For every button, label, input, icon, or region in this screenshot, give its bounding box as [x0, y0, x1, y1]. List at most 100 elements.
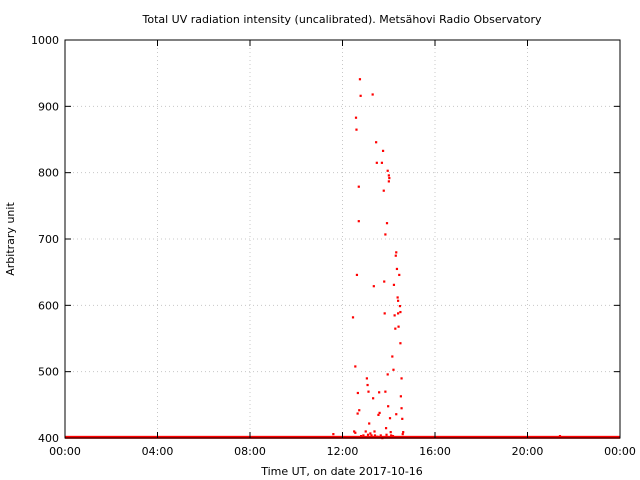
- data-point: [397, 325, 400, 328]
- data-point: [394, 327, 397, 330]
- data-point: [386, 373, 389, 376]
- data-point: [390, 434, 393, 437]
- x-axis-label: Time UT, on date 2017-10-16: [260, 465, 423, 478]
- data-point: [384, 390, 387, 393]
- data-point: [351, 316, 355, 319]
- data-point: [356, 391, 359, 395]
- data-point: [378, 391, 381, 394]
- data-point: [355, 128, 358, 131]
- plot-frame: [64, 39, 621, 439]
- data-point: [398, 273, 401, 277]
- data-point: [376, 435, 379, 438]
- data-point: [386, 169, 389, 172]
- data-point: [388, 176, 391, 180]
- data-point: [353, 430, 356, 433]
- x-tick-label: 00:00: [604, 445, 636, 458]
- data-point: [388, 417, 392, 420]
- data-point: [354, 431, 357, 434]
- data-point: [383, 312, 386, 315]
- data-point: [398, 304, 402, 308]
- data-point: [332, 433, 335, 436]
- x-tick-label: 16:00: [419, 445, 451, 458]
- data-point: [396, 296, 399, 299]
- data-point: [385, 433, 388, 436]
- data-point: [382, 189, 385, 192]
- data-point: [354, 365, 357, 368]
- data-point: [395, 413, 398, 416]
- y-tick-label: 600: [38, 299, 59, 312]
- y-tick-label: 800: [38, 167, 59, 180]
- data-point: [401, 417, 404, 420]
- chart-title: Total UV radiation intensity (uncalibrat…: [142, 13, 542, 26]
- data-point: [372, 285, 375, 288]
- data-point: [400, 377, 403, 380]
- data-point: [399, 395, 402, 398]
- data-point: [372, 397, 375, 400]
- x-tick-label: 12:00: [327, 445, 359, 458]
- data-point: [558, 435, 562, 438]
- data-point: [369, 432, 372, 435]
- data-points: [332, 78, 562, 440]
- data-point: [360, 435, 363, 438]
- data-point: [384, 233, 387, 236]
- data-point: [367, 390, 370, 393]
- y-tick-label: 1000: [31, 34, 59, 47]
- data-point: [355, 273, 359, 277]
- data-point: [400, 407, 403, 410]
- data-point: [401, 433, 404, 436]
- data-point: [385, 222, 389, 225]
- axis-ticks: 00:00 04:00 08:00 12:00 16:00 20:00 00:0040050…: [31, 34, 636, 458]
- data-point: [402, 431, 405, 434]
- data-point: [395, 251, 398, 254]
- data-point: [384, 427, 388, 430]
- data-point: [358, 409, 361, 412]
- data-point: [354, 116, 358, 119]
- data-point: [364, 430, 367, 433]
- data-point: [395, 267, 399, 271]
- data-point: [383, 280, 386, 283]
- data-point: [357, 185, 360, 188]
- data-point: [399, 310, 402, 314]
- x-tick-label: 20:00: [512, 445, 544, 458]
- data-point: [362, 434, 365, 437]
- data-point: [366, 383, 369, 387]
- data-point: [379, 434, 382, 437]
- data-point: [387, 405, 390, 408]
- data-point: [393, 314, 396, 317]
- x-tick-label: 08:00: [234, 445, 266, 458]
- data-point: [356, 412, 359, 415]
- x-tick-label: 04:00: [142, 445, 174, 458]
- data-point: [378, 411, 381, 414]
- data-point: [389, 431, 392, 434]
- data-point: [380, 161, 384, 164]
- data-point: [391, 435, 395, 438]
- data-point: [381, 149, 385, 152]
- data-point: [368, 422, 371, 425]
- data-point: [359, 94, 362, 97]
- data-point: [399, 342, 402, 345]
- data-point: [397, 312, 400, 315]
- data-point: [387, 180, 390, 183]
- data-point: [371, 93, 374, 96]
- data-point: [377, 413, 380, 416]
- y-tick-label: 900: [38, 100, 59, 113]
- data-point: [392, 283, 396, 286]
- data-point: [373, 430, 376, 433]
- data-point: [357, 220, 360, 223]
- data-point: [375, 141, 378, 144]
- data-point: [387, 174, 390, 177]
- y-tick-label: 400: [38, 432, 59, 445]
- data-point: [375, 161, 378, 164]
- data-point: [373, 434, 377, 437]
- x-tick-label: 00:00: [49, 445, 81, 458]
- data-point: [397, 299, 400, 302]
- grid-lines: [65, 40, 620, 438]
- data-point: [391, 355, 394, 358]
- y-axis-label: Arbitrary unit: [4, 202, 17, 276]
- data-point: [358, 78, 362, 81]
- data-point: [370, 434, 373, 437]
- data-point: [394, 254, 397, 257]
- y-tick-label: 500: [38, 366, 59, 379]
- data-point: [365, 377, 368, 380]
